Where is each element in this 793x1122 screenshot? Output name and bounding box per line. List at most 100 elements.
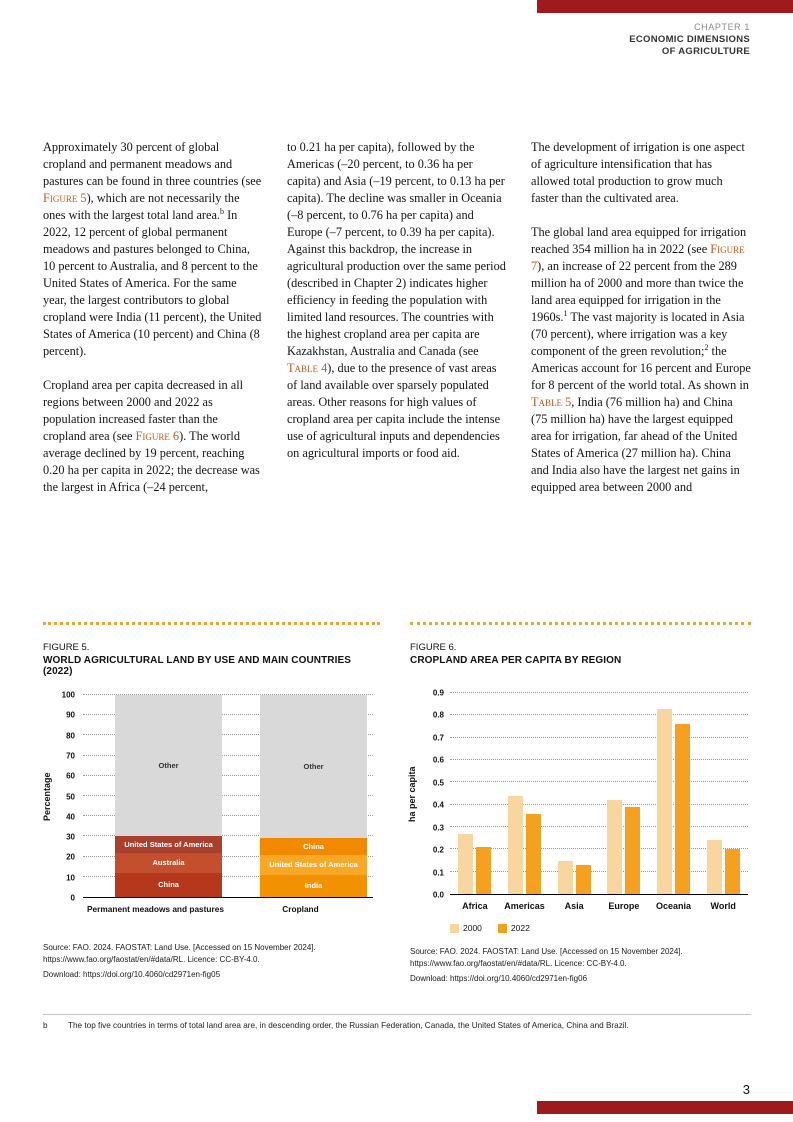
figure5-y-axis-title: Percentage [42, 772, 52, 821]
figure5-segment-china: China [114, 872, 223, 897]
text-run: In 2022, 12 percent of global permanent … [43, 208, 262, 358]
text-run: The vast majority is located in Asia (70… [531, 310, 745, 358]
y-tick-label: 0 [70, 893, 75, 903]
gridline [83, 795, 373, 796]
legend-label: 2022 [510, 923, 530, 933]
page-header: CHAPTER 1 ECONOMIC DIMENSIONS OF AGRICUL… [629, 22, 750, 57]
chapter-title-line2: OF AGRICULTURE [661, 45, 750, 57]
legend-swatch [450, 923, 459, 933]
figure5-xlabels: Permanent meadows and pastures Cropland [83, 904, 373, 914]
gridline [83, 875, 373, 877]
y-tick-label: 0.3 [432, 823, 444, 833]
figure6-bar-group [649, 693, 699, 894]
figure6-bar-2022 [575, 864, 591, 894]
y-tick-label: 20 [66, 852, 75, 862]
figure5-segment-other: Other [114, 695, 223, 837]
figure5-plot: China Australia United States of America Ot… [83, 694, 373, 898]
figure5-stacked-bar: India United States of America China Other [259, 695, 368, 897]
figure6-bar-2000 [507, 795, 523, 894]
header-accent-bar [537, 0, 793, 13]
gridline [83, 774, 373, 776]
figure6-bar-2022 [525, 813, 541, 894]
figure6-legend-item: 2022 [497, 923, 530, 933]
figure6-yaxis: 0.0 0.1 0.2 0.3 0.4 0.5 0.6 0.7 0.8 0.9 [418, 689, 444, 900]
figure5-block: FIGURE 5. WORLD AGRICULTURAL LAND BY USE… [42, 622, 380, 1002]
figure6-bar-2022 [724, 849, 740, 894]
text-run: ), which are not necessarily the ones wi… [43, 191, 240, 222]
figure6-x-label: Asia [564, 901, 584, 911]
figure5-x-label: Permanent meadows and pastures [87, 904, 224, 914]
figure-7-reference: Figure 7 [531, 242, 745, 273]
footnote-text: The top five countries in terms of total… [68, 1021, 629, 1030]
paragraph-3: to 0.21 ha per capita), followed by the … [287, 139, 507, 462]
gridline [83, 835, 373, 837]
figure6-legend-item: 2000 [450, 923, 482, 933]
gridline [450, 736, 748, 738]
legend-label: 2000 [463, 923, 482, 933]
chapter-title-line1: ECONOMIC DIMENSIONS [629, 34, 750, 45]
text-run: ), due to the presence of vast areas of … [287, 361, 501, 460]
figure6-legend: 2000 2022 [450, 923, 530, 933]
figure6-bar-group [549, 693, 599, 894]
text-run: Cropland area per capita decreased in al… [43, 378, 244, 443]
gridline [450, 781, 748, 783]
gridline [450, 714, 748, 716]
figure5-segment-australia: Australia [114, 852, 223, 873]
y-tick-label: 0.8 [432, 710, 444, 720]
figure5-yaxis: 0 10 20 30 40 50 60 70 80 90 100 [53, 691, 75, 903]
chapter-label: CHAPTER 1 [694, 22, 750, 32]
text-run: The development of irrigation is one asp… [531, 140, 745, 205]
figure6-bar-group [450, 693, 500, 894]
figure-6-reference: Figure 6 [135, 429, 180, 443]
y-tick-label: 10 [66, 873, 75, 883]
text-run: the Americas account for 16 percent and … [531, 344, 751, 392]
y-tick-label: 0.2 [432, 845, 444, 855]
text-run: ), an increase of 22 percent from the 28… [531, 259, 744, 324]
source-line: Download: https://doi.org/10.4060/cd2971… [410, 974, 588, 983]
figure6-x-label: World [710, 901, 736, 911]
paragraph-4: The development of irrigation is one asp… [531, 139, 751, 207]
footnote-divider [43, 1014, 751, 1015]
gridline [450, 803, 748, 805]
figure6-bar-2000 [458, 833, 474, 894]
y-tick-label: 80 [66, 731, 75, 741]
y-tick-label: 0.5 [432, 778, 444, 788]
figure-5-reference: Figure 5 [43, 191, 87, 205]
y-tick-label: 30 [66, 832, 75, 842]
figure5-stacked-bar: China Australia United States of America Ot… [114, 695, 223, 897]
endnote-2-marker: 2 [704, 342, 709, 352]
figure6-x-label: Africa [462, 901, 488, 911]
paragraph-1: Approximately 30 percent of global cropl… [43, 139, 263, 360]
text-run: ). The world average declined by 19 perc… [43, 429, 260, 494]
figure5-title: WORLD AGRICULTURAL LAND BY USE AND MAIN … [43, 655, 352, 677]
figure5-segment-united-states-of-america: United States of America [114, 836, 223, 853]
y-tick-label: 0.1 [432, 868, 444, 878]
text-run: to 0.21 ha per capita), followed by the … [287, 140, 506, 358]
gridline [450, 692, 748, 693]
table-4-reference: Table 4 [287, 361, 328, 375]
figure5-segment-united-states-of-america: United States of America [259, 854, 368, 875]
y-tick-label: 40 [66, 812, 75, 822]
figure6-bar-2000 [607, 800, 623, 894]
figure6-title: CROPLAND AREA PER CAPITA BY REGION [410, 655, 622, 666]
y-tick-label: 60 [66, 771, 75, 781]
figure6-bar-group [500, 693, 550, 894]
figure6-top-rule [410, 622, 751, 625]
y-tick-label: 0.9 [432, 688, 444, 698]
figure6-y-axis-title: ha per capita [407, 766, 417, 822]
figure6-label: FIGURE 6. [410, 642, 457, 653]
figure5-segment-china: China [259, 838, 368, 855]
y-tick-label: 100 [61, 690, 75, 700]
y-tick-label: 70 [66, 751, 75, 761]
gridline [83, 754, 373, 756]
gridline [83, 714, 373, 716]
text-column-3: The development of irrigation is one asp… [531, 139, 751, 619]
figure5-source: Source: FAO. 2024. FAOSTAT: Land Use. [A… [43, 942, 316, 981]
footnote-marker: b [43, 1021, 48, 1030]
gridline [450, 759, 748, 761]
gridline [450, 870, 748, 872]
source-line: https://www.fao.org/faostat/en/#data/RL.… [410, 958, 627, 968]
endnote-1-marker: 1 [563, 308, 568, 318]
paragraph-5: The global land area equipped for irriga… [531, 224, 751, 496]
